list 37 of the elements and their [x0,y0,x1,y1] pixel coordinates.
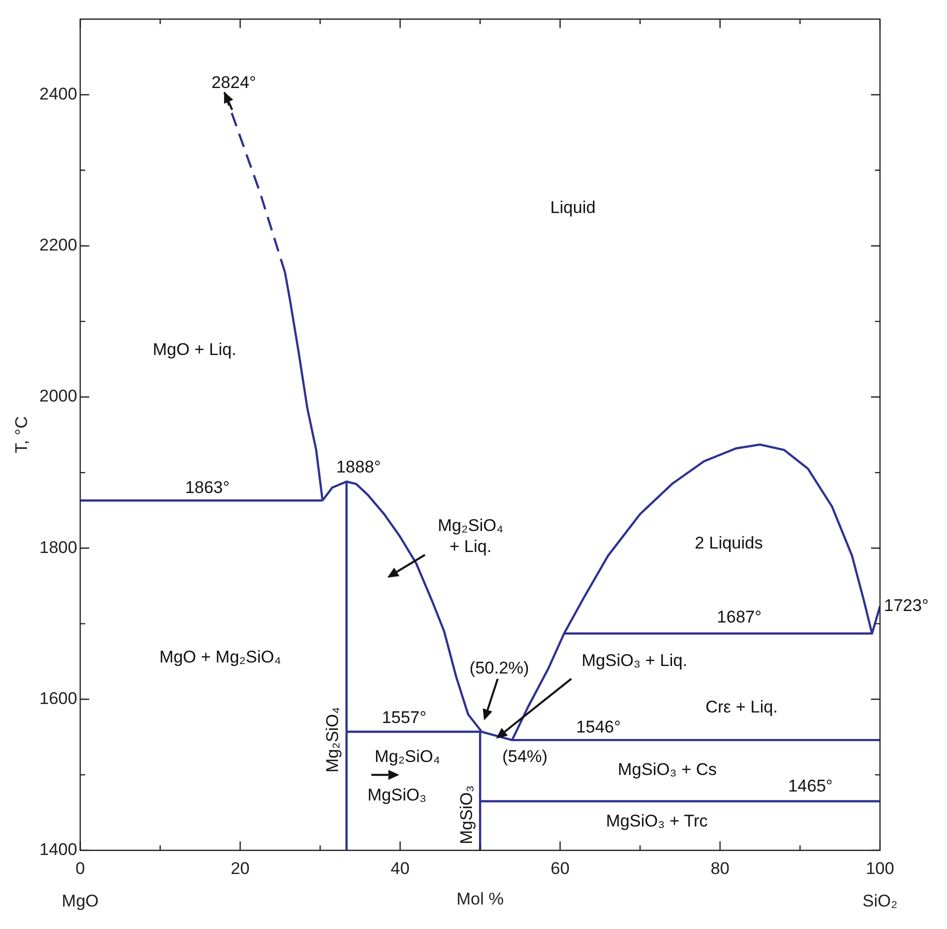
y-tick-label: 2400 [39,84,78,104]
y-tick-label: 1400 [39,840,78,860]
text: MgSiO₃ [456,785,476,844]
annotation: (54%) [502,747,548,766]
annotation: Mg₂SiO₄ + Liq. [438,516,504,556]
x-tick-label: 80 [710,859,730,878]
text: Mg₂SiO₄ [323,706,342,773]
annotation: MgSiO₃ + Trc [606,811,708,830]
annotation: Mg₂SiO₄ [374,747,440,766]
annotation: 1863° [185,478,230,498]
annotation: MgO + Mg₂SiO₄ [159,647,282,666]
x-tick-label: 20 [230,859,250,878]
annotation: 2824° [211,73,256,92]
annotation: 1546° [576,718,621,737]
annotation: MgSiO₃ + Cs [618,760,717,779]
x-tick-label: 0 MgO [62,859,99,911]
x-tick-label: 60 [550,859,570,878]
x-tick-label: 40 [390,859,410,878]
y-tick-label: 2000 [39,386,78,406]
annotation: Liquid [550,198,596,217]
annotation: MgO + Liq. [152,340,236,359]
annotation: 2 Liquids [694,533,763,552]
annotation: 1888° [336,458,381,477]
annotation: 1687° [716,607,762,626]
y-tick-label: 1800 [39,538,78,557]
annotation: 1723° [884,596,929,615]
annotation: 1465° [788,776,833,796]
annotation: MgSiO₃ + Liq. [582,651,688,670]
y-axis-title: T, °C [12,416,31,454]
annotation: 1557° [382,708,426,727]
y-tick-label: 2200 [39,236,78,255]
x-axis-title: Mol % [456,889,504,908]
y-tick-label: 1600 [39,688,78,708]
annotation: (50.2%) [470,658,530,678]
annotation: Crε + Liq. [705,697,778,716]
annotation: MgSiO₃ [367,786,426,805]
x-tick-label: 100 SiO₂ [862,859,898,911]
